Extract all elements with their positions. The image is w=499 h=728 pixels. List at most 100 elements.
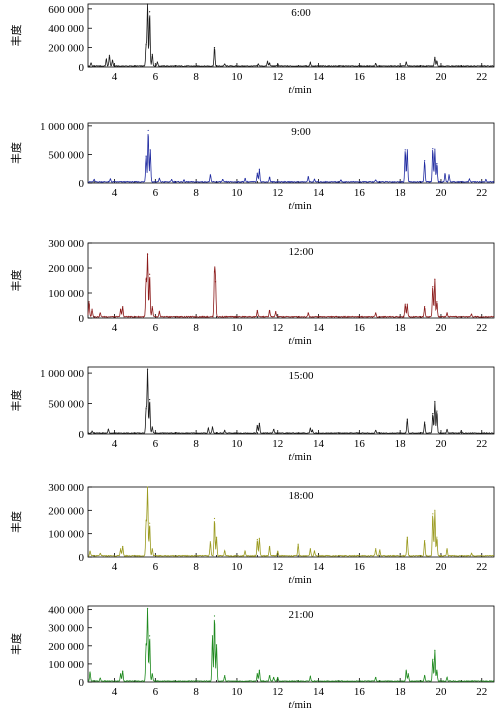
x-axis-label: t/min — [288, 699, 312, 711]
peak-point — [256, 309, 258, 312]
peak-point — [268, 675, 271, 677]
x-tick-label: 18 — [395, 322, 407, 334]
peak-point — [151, 548, 153, 550]
y-tick-label: 500 000 — [48, 149, 84, 161]
peak-point — [256, 538, 258, 541]
y-tick-label: 200 000 — [48, 263, 84, 275]
x-tick-label: 16 — [354, 438, 366, 450]
y-tick-label: 100 000 — [48, 659, 84, 671]
panel-title: 15:00 — [288, 370, 314, 382]
peak-point — [444, 173, 446, 175]
peak-point — [107, 428, 110, 431]
peak-point — [258, 669, 260, 671]
x-tick-label: 22 — [476, 686, 487, 698]
peak-point — [224, 675, 226, 677]
x-axis-symbol: t — [288, 200, 292, 212]
y-axis-label: 丰度 — [9, 633, 23, 655]
x-tick-label: 10 — [231, 686, 243, 698]
peak-point — [224, 63, 226, 65]
peak-point — [432, 513, 434, 515]
x-tick-label: 4 — [112, 187, 118, 199]
chart-panel-0: 6:00 丰度 0 200 000 400 000 600 000 4 6 8 10 12 14 16 1… — [9, 3, 495, 96]
x-tick-label: 16 — [354, 322, 366, 334]
x-tick-label: 8 — [193, 322, 199, 334]
x-tick-label: 4 — [112, 438, 118, 450]
peak-point — [268, 62, 271, 64]
peak-point — [258, 422, 260, 424]
peak-point — [213, 615, 216, 617]
x-axis-unit: /min — [291, 84, 312, 96]
plot-frame — [87, 3, 495, 68]
peak-point — [446, 428, 448, 431]
peak-point — [111, 59, 114, 61]
peak-point — [213, 271, 216, 273]
peak-point — [89, 550, 91, 552]
x-tick-label: 10 — [231, 561, 243, 573]
peak-point — [424, 675, 426, 677]
x-tick-label: 22 — [476, 71, 487, 83]
x-axis-unit: /min — [291, 451, 312, 463]
x-tick-label: 20 — [435, 187, 447, 199]
x-axis-symbol: t — [288, 335, 292, 347]
peak-point — [120, 548, 122, 550]
y-tick-label: 0 — [79, 178, 85, 190]
x-tick-label: 18 — [395, 686, 407, 698]
peak-point — [120, 308, 122, 310]
x-tick-label: 4 — [112, 71, 118, 83]
peak-point — [404, 303, 406, 305]
panel-title: 18:00 — [288, 490, 314, 502]
y-axis-label: 丰度 — [9, 270, 23, 292]
peak-point — [275, 311, 277, 313]
chromatogram-line — [87, 368, 495, 435]
peak-point — [151, 426, 153, 428]
peak-point — [146, 253, 149, 255]
x-tick-label: 4 — [112, 561, 118, 573]
peak-point — [99, 312, 101, 314]
x-axis-symbol: t — [288, 84, 292, 96]
peak-point — [436, 536, 438, 538]
x-tick-label: 18 — [395, 561, 407, 573]
x-axis-unit: /min — [291, 699, 312, 711]
peak-point — [406, 418, 408, 420]
x-tick-label: 22 — [476, 438, 487, 450]
peak-point — [122, 545, 124, 548]
peak-point — [268, 176, 271, 178]
x-axis-label: t/min — [288, 451, 312, 463]
peak-point — [273, 676, 275, 679]
x-tick-label: 16 — [354, 561, 366, 573]
peak-point — [436, 162, 438, 165]
plot-frame — [87, 486, 495, 558]
x-tick-label: 22 — [476, 561, 487, 573]
x-tick-label: 10 — [231, 71, 243, 83]
panel-title: 21:00 — [288, 609, 314, 621]
peak-point — [258, 537, 260, 539]
peak-point — [434, 56, 436, 58]
peak-point — [151, 306, 153, 308]
x-tick-label: 22 — [476, 322, 487, 334]
x-tick-label: 8 — [193, 686, 199, 698]
plot-frame — [87, 366, 495, 435]
x-axis-label: t/min — [288, 200, 312, 212]
x-tick-label: 8 — [193, 438, 199, 450]
peak-point — [277, 550, 279, 552]
peak-point — [434, 278, 436, 280]
peak-point — [149, 273, 151, 275]
peak-point — [379, 549, 381, 551]
peak-point — [446, 676, 448, 679]
peak-point — [375, 676, 377, 679]
peak-point — [404, 149, 406, 151]
peak-point — [424, 540, 426, 542]
y-tick-label: 0 — [79, 677, 85, 689]
y-tick-label: 400 000 — [48, 605, 84, 617]
peak-point — [424, 421, 426, 423]
peak-point — [257, 63, 259, 65]
peak-point — [266, 61, 269, 63]
x-tick-label: 20 — [435, 561, 447, 573]
x-axis-unit: /min — [291, 200, 312, 212]
x-tick-label: 6 — [153, 686, 159, 698]
peak-point — [145, 408, 147, 410]
y-axis-label: 丰度 — [9, 25, 23, 47]
x-axis-symbol: t — [288, 699, 292, 711]
x-tick-label: 6 — [153, 438, 159, 450]
